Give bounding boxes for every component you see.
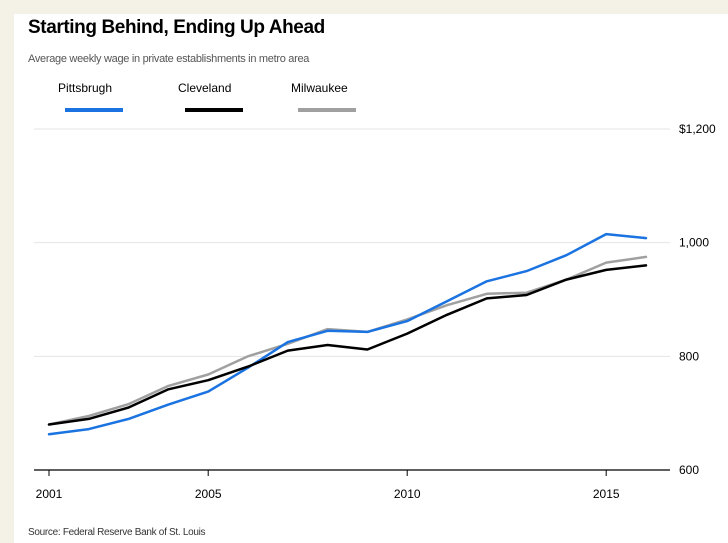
series-line-cleveland [47, 264, 648, 426]
y-tick-label: 1,000 [679, 236, 709, 250]
legend-swatch [185, 108, 243, 112]
line-chart: Pittsbrugh Cleveland Milwaukee 600 800 1,000… [34, 81, 716, 501]
chart-source: Source: Federal Reserve Bank of St. Loui… [28, 527, 206, 538]
y-tick-label: $1,200 [679, 122, 716, 136]
y-tick-label: 600 [679, 463, 699, 477]
series-line-pittsbrugh [47, 232, 648, 436]
legend-label: Milwaukee [291, 81, 348, 95]
x-tick-label: 2015 [593, 487, 620, 501]
chart-gridlines [34, 128, 670, 357]
legend-label: Cleveland [178, 81, 231, 95]
x-tick-label: 2005 [195, 487, 222, 501]
legend-label: Pittsbrugh [58, 81, 112, 95]
series-line-milwaukee [47, 255, 648, 426]
chart-legend: Pittsbrugh Cleveland Milwaukee [58, 81, 356, 112]
y-tick-label: 800 [679, 349, 699, 363]
y-axis: 600 800 1,000 $1,200 [679, 122, 716, 477]
x-tick-label: 2001 [36, 487, 63, 501]
x-axis: 2001 2005 2010 2015 [34, 469, 670, 501]
chart-series [47, 232, 648, 436]
x-tick-label: 2010 [394, 487, 421, 501]
legend-swatch [65, 108, 123, 112]
chart-subtitle: Average weekly wage in private establish… [28, 53, 310, 65]
chart-title: Starting Behind, Ending Up Ahead [28, 17, 325, 38]
legend-swatch [298, 108, 356, 112]
chart-card: Starting Behind, Ending Up Ahead Average… [14, 14, 728, 543]
